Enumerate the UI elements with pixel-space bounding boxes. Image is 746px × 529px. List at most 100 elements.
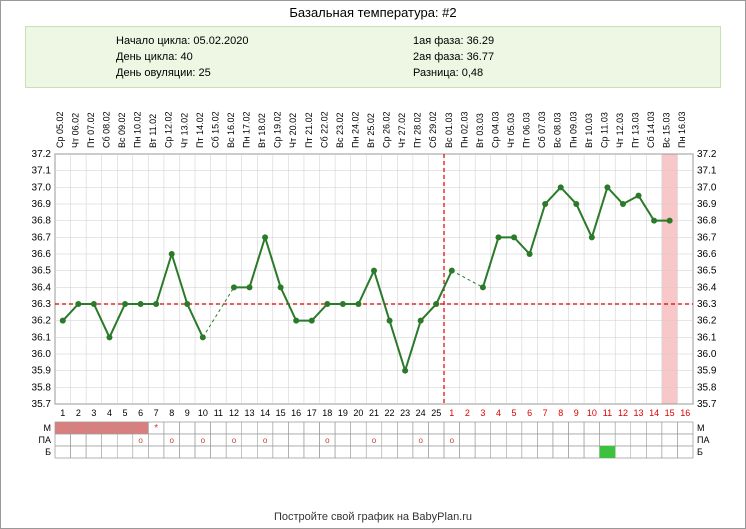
svg-text:Чт 12.03: Чт 12.03 (615, 113, 625, 148)
svg-text:o: o (201, 436, 206, 445)
svg-text:Сб 07.03: Сб 07.03 (537, 111, 547, 148)
svg-text:5: 5 (123, 408, 128, 418)
svg-text:o: o (138, 436, 143, 445)
svg-text:Пн 16.03: Пн 16.03 (677, 112, 687, 148)
svg-text:35.9: 35.9 (32, 366, 52, 377)
phase1: 1ая фаза: 36.29 (413, 33, 710, 49)
svg-text:5: 5 (512, 408, 517, 418)
svg-text:Вт 03.03: Вт 03.03 (475, 113, 485, 148)
svg-text:7: 7 (154, 408, 159, 418)
svg-text:Сб 15.02: Сб 15.02 (210, 111, 220, 148)
svg-text:Ср 05.02: Ср 05.02 (55, 111, 65, 148)
info-left: Начало цикла: 05.02.2020 День цикла: 40 … (36, 33, 413, 81)
svg-text:15: 15 (665, 408, 675, 418)
svg-text:Ср 26.02: Ср 26.02 (382, 111, 392, 148)
svg-text:36.6: 36.6 (32, 249, 52, 260)
svg-text:Пт 07.02: Пт 07.02 (86, 112, 96, 148)
svg-text:35.9: 35.9 (697, 366, 717, 377)
svg-text:6: 6 (138, 408, 143, 418)
chart-container: Базальная температура: #2 Начало цикла: … (0, 0, 746, 529)
svg-text:Вс 23.02: Вс 23.02 (335, 112, 345, 148)
svg-text:Вт 18.02: Вт 18.02 (257, 113, 267, 148)
svg-text:Вс 08.03: Вс 08.03 (553, 112, 563, 148)
svg-text:9: 9 (185, 408, 190, 418)
footer-text: Постройте свой график на BabyPlan.ru (1, 511, 745, 523)
svg-text:Пт 21.02: Пт 21.02 (304, 112, 314, 148)
svg-text:Чт 20.02: Чт 20.02 (288, 113, 298, 148)
svg-text:21: 21 (369, 408, 379, 418)
svg-text:ПА: ПА (39, 435, 51, 445)
svg-text:4: 4 (496, 408, 501, 418)
svg-text:Пт 13.03: Пт 13.03 (631, 112, 641, 148)
svg-text:10: 10 (587, 408, 597, 418)
svg-text:Вт 25.02: Вт 25.02 (366, 113, 376, 148)
chart-title: Базальная температура: #2 (1, 1, 745, 24)
svg-text:Б: Б (45, 447, 51, 457)
svg-text:36.9: 36.9 (32, 199, 52, 210)
svg-text:36.7: 36.7 (697, 232, 717, 243)
svg-text:Пт 06.03: Пт 06.03 (522, 112, 532, 148)
svg-text:Сб 14.03: Сб 14.03 (646, 111, 656, 148)
svg-text:Ср 11.03: Ср 11.03 (599, 112, 609, 148)
svg-text:Б: Б (697, 447, 703, 457)
svg-text:Ср 04.03: Ср 04.03 (490, 111, 500, 148)
svg-text:3: 3 (480, 408, 485, 418)
svg-text:8: 8 (169, 408, 174, 418)
svg-text:36.1: 36.1 (697, 332, 717, 343)
svg-text:36.9: 36.9 (697, 199, 717, 210)
svg-text:36.4: 36.4 (32, 282, 52, 293)
svg-text:7: 7 (543, 408, 548, 418)
svg-text:37.2: 37.2 (32, 149, 52, 160)
svg-text:36.7: 36.7 (32, 232, 52, 243)
svg-text:ПА: ПА (697, 435, 709, 445)
svg-text:24: 24 (416, 408, 426, 418)
svg-text:Вс 16.02: Вс 16.02 (226, 112, 236, 148)
svg-text:o: o (372, 436, 377, 445)
svg-text:Вс 15.03: Вс 15.03 (662, 112, 672, 148)
svg-text:6: 6 (527, 408, 532, 418)
svg-text:Пн 10.02: Пн 10.02 (133, 112, 143, 148)
svg-text:Пт 14.02: Пт 14.02 (195, 112, 205, 148)
svg-text:2: 2 (76, 408, 81, 418)
svg-text:1: 1 (60, 408, 65, 418)
info-box: Начало цикла: 05.02.2020 День цикла: 40 … (25, 26, 721, 88)
svg-text:Чт 27.02: Чт 27.02 (397, 113, 407, 148)
svg-text:37.1: 37.1 (32, 166, 52, 177)
svg-text:36.3: 36.3 (697, 299, 717, 310)
svg-text:9: 9 (574, 408, 579, 418)
svg-text:o: o (263, 436, 268, 445)
svg-text:4: 4 (107, 408, 112, 418)
svg-text:12: 12 (618, 408, 628, 418)
svg-text:Пн 24.02: Пн 24.02 (350, 112, 360, 148)
svg-text:19: 19 (338, 408, 348, 418)
svg-text:1: 1 (449, 408, 454, 418)
svg-text:8: 8 (558, 408, 563, 418)
svg-text:Сб 08.02: Сб 08.02 (101, 111, 111, 148)
svg-text:37.0: 37.0 (32, 182, 52, 193)
svg-text:35.8: 35.8 (697, 382, 717, 393)
svg-text:35.7: 35.7 (32, 399, 52, 410)
svg-text:11: 11 (603, 408, 612, 418)
svg-text:22: 22 (385, 408, 395, 418)
ovulation-day: День овуляции: 25 (116, 65, 413, 81)
svg-text:Пн 09.03: Пн 09.03 (568, 112, 578, 148)
svg-text:Сб 22.02: Сб 22.02 (319, 111, 329, 148)
svg-text:Чт 05.03: Чт 05.03 (506, 113, 516, 148)
svg-text:Чт 06.02: Чт 06.02 (70, 113, 80, 148)
svg-text:Пн 17.02: Пн 17.02 (242, 112, 252, 148)
info-right: 1ая фаза: 36.29 2ая фаза: 36.77 Разница:… (413, 33, 710, 81)
svg-text:36.0: 36.0 (697, 349, 717, 360)
phase2: 2ая фаза: 36.77 (413, 49, 710, 65)
diff: Разница: 0,48 (413, 65, 710, 81)
svg-text:35.7: 35.7 (697, 399, 717, 410)
svg-text:*: * (154, 423, 158, 434)
cycle-day: День цикла: 40 (116, 49, 413, 65)
svg-text:14: 14 (649, 408, 659, 418)
svg-text:o: o (169, 436, 174, 445)
svg-text:o: o (418, 436, 423, 445)
svg-text:3: 3 (91, 408, 96, 418)
svg-text:16: 16 (291, 408, 301, 418)
svg-text:Вс 09.02: Вс 09.02 (117, 112, 127, 148)
svg-text:Пт 28.02: Пт 28.02 (413, 112, 423, 148)
svg-text:Вт 10.03: Вт 10.03 (584, 113, 594, 148)
